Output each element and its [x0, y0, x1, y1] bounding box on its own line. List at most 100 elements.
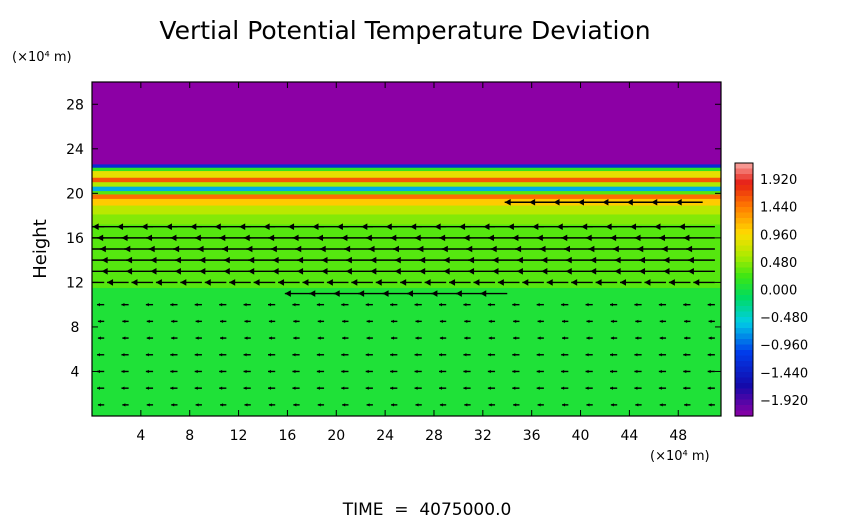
wind-vector — [174, 267, 202, 275]
wind-vector — [121, 386, 129, 390]
wind-vector — [122, 319, 129, 324]
wind-vector — [394, 267, 422, 275]
wind-vector — [223, 267, 251, 275]
wind-vector — [414, 386, 422, 390]
x-tick-label: 40 — [572, 428, 590, 444]
wind-vector — [707, 386, 715, 390]
wind-vector — [536, 369, 544, 374]
colorbar-segment — [735, 273, 753, 280]
wind-vector — [107, 279, 129, 286]
field-band-10 — [92, 205, 721, 215]
wind-vector — [431, 290, 459, 297]
wind-vector — [492, 256, 520, 264]
wind-vector — [268, 353, 276, 357]
wind-vector — [609, 303, 618, 307]
wind-vector — [148, 245, 178, 253]
wind-vector — [639, 267, 667, 275]
heatmap-field — [92, 82, 721, 416]
wind-vector — [635, 336, 642, 340]
wind-vector — [644, 279, 667, 286]
wind-vector — [504, 198, 532, 206]
x-tick-label: 24 — [376, 428, 394, 444]
wind-vector — [683, 386, 691, 390]
colorbar-segment — [735, 179, 753, 186]
wind-vector — [219, 386, 227, 390]
wind-vector — [546, 279, 569, 286]
wind-vector — [244, 319, 251, 324]
wind-vector — [441, 245, 471, 253]
wind-vector — [121, 369, 129, 374]
wind-vector — [150, 256, 178, 264]
wind-vector — [590, 267, 618, 275]
wind-vector — [297, 267, 325, 275]
wind-vector — [683, 303, 691, 307]
wind-vector — [345, 256, 373, 264]
wind-vector — [683, 369, 691, 374]
wind-vector — [571, 279, 593, 286]
wind-vector — [268, 386, 276, 390]
wind-vector — [516, 267, 544, 275]
colorbar-segment — [735, 256, 753, 263]
wind-vector — [145, 369, 154, 374]
wind-vector — [341, 386, 349, 390]
wind-vector — [321, 256, 349, 264]
wind-vector — [658, 353, 667, 357]
colorbar-frame — [734, 162, 754, 417]
wind-vector — [634, 353, 642, 357]
wind-vector — [553, 198, 581, 206]
y-tick-label: 4 — [71, 364, 80, 380]
wind-vector — [391, 403, 398, 407]
wind-vector — [170, 369, 178, 374]
field-band-0 — [92, 82, 721, 165]
wind-vector — [390, 386, 398, 390]
wind-vector — [270, 245, 300, 253]
wind-vector — [344, 245, 373, 253]
wind-vector — [561, 303, 569, 307]
wind-vector — [145, 386, 154, 390]
colorbar-segment — [735, 317, 753, 324]
wind-vector — [586, 403, 593, 407]
wind-vector — [97, 336, 105, 340]
wind-vector — [126, 267, 154, 275]
wind-vector — [620, 279, 642, 286]
colorbar-labels: 1.920 1.440 0.960 0.480 0.000 −0.480 −0.960 −1.… — [760, 173, 808, 409]
wind-vector — [97, 353, 105, 357]
wind-vector — [366, 319, 373, 324]
wind-vector — [221, 245, 251, 253]
wind-vector — [170, 353, 178, 357]
colorbar-segment — [735, 168, 753, 175]
wind-vector — [488, 319, 496, 324]
wind-vector — [366, 336, 373, 340]
wind-vector — [634, 369, 642, 374]
wind-vector — [663, 267, 691, 275]
field-band-4 — [92, 177, 721, 183]
wind-vector — [439, 336, 447, 340]
wind-vector — [684, 319, 691, 324]
wind-vector — [366, 403, 373, 407]
wind-vector — [122, 403, 129, 407]
colorbar-segment — [735, 366, 753, 373]
wind-vector — [173, 245, 202, 253]
wind-vector — [199, 267, 227, 275]
wind-vector — [171, 319, 178, 324]
wind-vector — [146, 336, 154, 340]
wind-vector — [707, 303, 715, 307]
wind-vector — [684, 403, 691, 407]
colorbar-segment — [735, 339, 753, 346]
wind-vector — [121, 353, 129, 357]
colorbar-segment — [735, 174, 753, 181]
wind-vector — [272, 267, 300, 275]
x-axis: 4 8 12 16 20 24 28 32 36 40 44 48 — [136, 82, 687, 444]
field-band-5 — [92, 182, 721, 188]
colorbar-segment — [735, 201, 753, 208]
wind-vector — [488, 336, 496, 340]
wind-vector — [614, 267, 642, 275]
wind-vector — [541, 256, 569, 264]
wind-vector — [101, 256, 129, 264]
wind-vector — [561, 386, 569, 390]
y-axis-units: (×10⁴ m) — [12, 50, 72, 65]
wind-vector — [561, 353, 569, 357]
wind-vector — [292, 386, 300, 390]
wind-vector — [515, 245, 544, 253]
wind-vector — [585, 303, 593, 307]
